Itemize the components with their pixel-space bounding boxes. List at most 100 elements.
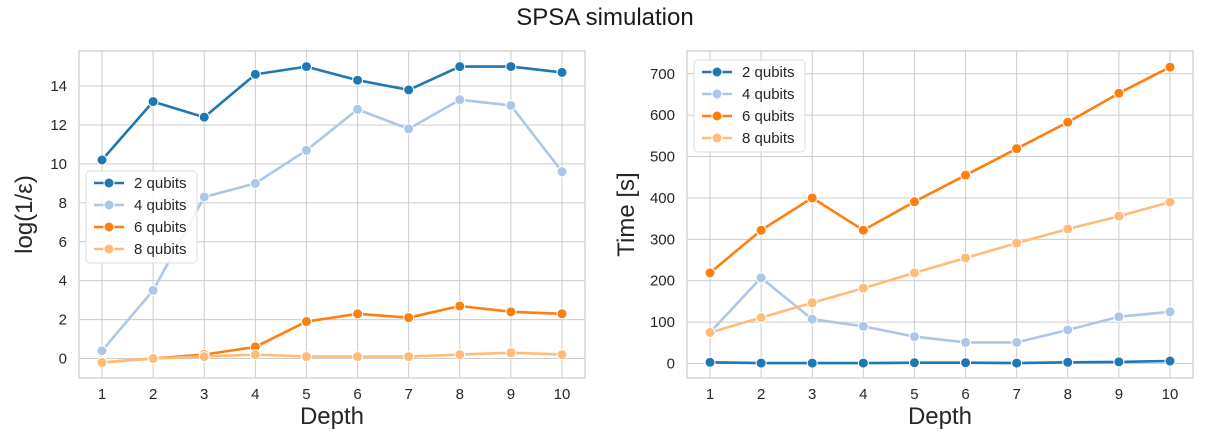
right-data-point	[755, 224, 767, 236]
left-data-point	[96, 345, 108, 357]
right-y-tick-label: 500	[650, 149, 675, 166]
left-x-tick-label: 3	[200, 386, 208, 403]
left-data-point	[556, 349, 568, 361]
left-data-point	[147, 96, 159, 108]
right-data-point	[755, 312, 767, 324]
left-data-point	[352, 103, 364, 115]
left-data-point	[454, 300, 466, 312]
left-x-tick-label: 7	[404, 386, 412, 403]
left-data-point	[300, 144, 312, 156]
left-data-point	[352, 351, 364, 363]
left-series-line-2-qubits	[101, 65, 563, 161]
right-data-point	[908, 196, 920, 208]
right-data-point	[806, 297, 818, 309]
right-x-tick-label: 9	[1115, 386, 1123, 403]
right-x-axis-label: Depth	[908, 403, 972, 430]
left-data-point	[454, 349, 466, 361]
right-data-point	[1113, 311, 1125, 323]
left-x-tick-label: 5	[302, 386, 310, 403]
left-y-axis-label: log(1/ε)	[11, 175, 38, 254]
right-y-tick-label: 100	[650, 314, 675, 331]
left-y-tick-label: 6	[59, 234, 67, 251]
left-data-point	[300, 316, 312, 328]
right-x-tick-label: 4	[859, 386, 867, 403]
right-x-tick-label: 1	[706, 386, 714, 403]
right-data-point	[755, 357, 767, 369]
left-data-point	[96, 356, 108, 368]
right-series-line-4-qubits	[709, 276, 1171, 344]
left-y-tick-label: 2	[59, 312, 67, 329]
right-y-tick-label: 200	[650, 273, 675, 290]
right-data-point	[857, 320, 869, 332]
right-data-point	[704, 326, 716, 338]
left-x-tick-label: 4	[251, 386, 259, 403]
left-legend-marker	[103, 199, 115, 211]
right-x-tick-label: 2	[757, 386, 765, 403]
left-x-tick-label: 2	[149, 386, 157, 403]
right-data-point	[1164, 196, 1176, 208]
right-x-tick-label: 10	[1162, 386, 1179, 403]
left-data-point	[505, 347, 517, 359]
right-data-point	[1011, 336, 1023, 348]
right-data-point	[1164, 61, 1176, 73]
left-data-point	[505, 306, 517, 318]
right-x-tick-label: 6	[961, 386, 969, 403]
right-series-line-2-qubits	[709, 359, 1171, 365]
right-data-point	[1011, 237, 1023, 249]
right-y-tick-label: 600	[650, 107, 675, 124]
figure-title: SPSA simulation	[516, 4, 694, 31]
left-data-point	[403, 312, 415, 324]
left-data-point	[249, 177, 261, 189]
right-data-point	[960, 169, 972, 181]
right-legend-label: 6 qubits	[742, 108, 795, 125]
right-data-point	[908, 267, 920, 279]
left-data-point	[249, 68, 261, 80]
left-plot-frame	[78, 50, 586, 379]
right-data-point	[1113, 87, 1125, 99]
right-data-point	[908, 357, 920, 369]
right-data-point	[755, 272, 767, 284]
right-x-tick-label: 8	[1064, 386, 1072, 403]
left-x-tick-label: 10	[554, 386, 571, 403]
left-data-point	[300, 61, 312, 73]
right-legend-label: 8 qubits	[742, 130, 795, 147]
right-data-point	[1062, 356, 1074, 368]
left-x-tick-label: 1	[98, 386, 106, 403]
left-x-tick-label: 9	[507, 386, 515, 403]
right-data-point	[1113, 210, 1125, 222]
right-data-point	[1062, 324, 1074, 336]
left-data-point	[147, 284, 159, 296]
left-legend-marker	[103, 243, 115, 255]
right-data-point	[1011, 143, 1023, 155]
left-data-point	[403, 351, 415, 363]
right-legend-label: 4 qubits	[742, 86, 795, 103]
left-legend-box	[85, 170, 198, 264]
left-data-point	[147, 353, 159, 365]
right-data-point	[806, 313, 818, 325]
right-legend: 2 qubits 4 qubits 6 qubits 8 qubits	[693, 59, 806, 153]
left-y-tick-label: 14	[50, 78, 67, 95]
right-series-line-8-qubits	[709, 200, 1171, 334]
right-x-tick-label: 7	[1012, 386, 1020, 403]
right-data-point	[1164, 306, 1176, 318]
left-data-point	[454, 94, 466, 106]
left-legend-label: 2 qubits	[134, 175, 187, 192]
right-data-point	[1164, 355, 1176, 367]
left-data-point	[300, 351, 312, 363]
right-data-point	[960, 357, 972, 369]
left-data-point	[249, 349, 261, 361]
left-data-point	[556, 166, 568, 178]
right-y-axis-label: Time [s]	[613, 172, 640, 256]
left-x-tick-label: 6	[353, 386, 361, 403]
right-data-point	[806, 192, 818, 204]
right-legend-marker	[711, 88, 723, 100]
right-x-tick-label: 5	[910, 386, 918, 403]
left-y-tick-label: 8	[59, 195, 67, 212]
right-data-point	[1113, 356, 1125, 368]
left-data-point	[556, 308, 568, 320]
right-plot-frame	[686, 50, 1194, 379]
right-data-point	[806, 357, 818, 369]
left-legend: 2 qubits 4 qubits 6 qubits 8 qubits	[85, 170, 198, 264]
